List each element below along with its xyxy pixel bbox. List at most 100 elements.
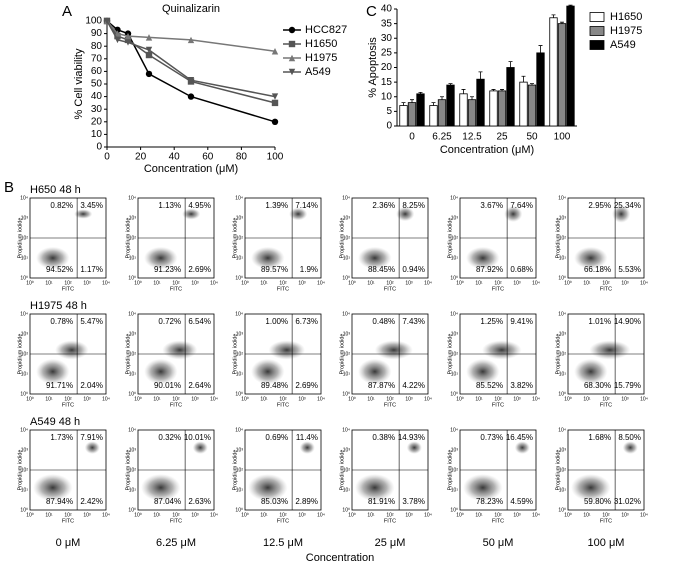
bar — [489, 90, 498, 127]
x-axis-label: Concentration — [306, 552, 375, 564]
x-axis-label: FITC — [62, 402, 74, 408]
x-tick-label: 10¹ — [260, 512, 268, 518]
marker — [271, 93, 279, 100]
y-tick-label: 10¹ — [559, 371, 567, 377]
y-tick-label: 10¹ — [343, 487, 351, 493]
quadrant-percent: 10.01% — [184, 433, 211, 442]
bar — [527, 84, 537, 127]
x-tick-label: 10¹ — [367, 512, 375, 518]
y-tick-label: 10³ — [236, 447, 244, 453]
y-tick-label: 10² — [559, 467, 567, 473]
y-tick-label: 10 — [91, 129, 103, 140]
x-tick-label: 10¹ — [260, 396, 268, 402]
x-tick-label: 10³ — [298, 396, 306, 402]
cell-cloud — [55, 340, 89, 360]
quadrant-percent: 2.69% — [188, 265, 211, 274]
x-tick-label: 10⁰ — [348, 396, 356, 402]
y-tick-label: 10¹ — [236, 371, 244, 377]
marker — [145, 70, 153, 78]
x-tick-label: 10⁴ — [317, 396, 325, 402]
y-axis-label: Propidium iodide — [232, 334, 238, 375]
x-tick-label: 40 — [169, 152, 181, 163]
cell-cloud — [504, 206, 523, 222]
x-tick-label: 10² — [172, 396, 180, 402]
x-tick-label: 60 — [202, 152, 214, 163]
y-tick-label: 10³ — [236, 215, 244, 221]
quadrant-percent: 87.87% — [368, 381, 395, 390]
y-tick-label: 30 — [381, 33, 393, 44]
quadrant-percent: 90.01% — [154, 381, 181, 390]
x-tick-label: 10⁴ — [640, 512, 648, 518]
quadrant-percent: 31.02% — [614, 497, 641, 506]
cell-cloud — [358, 246, 392, 270]
x-tick-label: 10² — [64, 396, 72, 402]
quadrant-percent: 8.50% — [618, 433, 641, 442]
y-tick-label: 10² — [343, 351, 351, 357]
quadrant-percent: 7.64% — [510, 201, 533, 210]
error-bar — [410, 99, 414, 103]
y-axis-label: Propidium iodide — [339, 334, 345, 375]
x-tick-label: 10⁰ — [564, 280, 572, 286]
x-tick-label: 10¹ — [475, 396, 483, 402]
y-tick-label: 10⁰ — [342, 507, 350, 513]
x-axis-label: FITC — [600, 402, 612, 408]
y-tick-label: 40 — [381, 4, 393, 15]
x-tick-label: 10³ — [191, 396, 199, 402]
chart-title: Quinalizarin — [162, 3, 220, 15]
cell-cloud — [396, 206, 415, 222]
y-tick-label: 10⁴ — [20, 195, 28, 201]
error-bar — [491, 89, 496, 91]
y-tick-label: 10² — [343, 467, 351, 473]
y-tick-label: 10² — [451, 351, 459, 357]
y-tick-label: 10⁴ — [558, 311, 566, 317]
cell-cloud — [571, 474, 611, 502]
quadrant-percent: 3.67% — [480, 201, 503, 210]
cell-cloud — [84, 441, 100, 454]
quadrant-percent: 91.71% — [46, 381, 73, 390]
error-bar — [418, 91, 423, 94]
quadrant-percent: 1.01% — [588, 317, 611, 326]
quadrant-percent: 0.78% — [50, 317, 73, 326]
y-tick-label: 10² — [129, 235, 137, 241]
x-tick-label: 10² — [386, 280, 394, 286]
y-tick-label: 10¹ — [451, 255, 459, 261]
x-tick-label: 80 — [236, 152, 248, 163]
y-tick-label: 10⁴ — [235, 311, 243, 317]
column-label: 100 μM — [588, 537, 625, 549]
bar — [407, 102, 417, 127]
cell-cloud — [482, 340, 522, 360]
y-tick-label: 10¹ — [129, 255, 137, 261]
y-tick-label: 20 — [91, 116, 103, 127]
y-axis-label: Propidium iodide — [339, 450, 345, 491]
x-axis-label: FITC — [492, 286, 504, 292]
quadrant-percent: 85.03% — [261, 497, 288, 506]
y-tick-label: 10⁴ — [342, 195, 350, 201]
x-tick-label: 10² — [494, 280, 502, 286]
y-tick-label: 10¹ — [129, 487, 137, 493]
quadrant-percent: 3.45% — [80, 201, 103, 210]
y-axis-label: Propidium iodide — [17, 334, 23, 375]
legend-label: A549 — [610, 39, 636, 51]
y-tick-label: 10² — [451, 235, 459, 241]
quadrant-percent: 3.78% — [402, 497, 425, 506]
y-tick-label: 10¹ — [343, 371, 351, 377]
x-tick-label: 10⁴ — [317, 512, 325, 518]
y-axis-label: Propidium iodide — [447, 450, 453, 491]
legend-swatch — [589, 12, 605, 22]
y-tick-label: 10³ — [21, 447, 29, 453]
x-tick-label: 10² — [602, 280, 610, 286]
y-tick-label: 10³ — [236, 331, 244, 337]
y-tick-label: 10¹ — [21, 255, 29, 261]
y-tick-label: 10² — [236, 467, 244, 473]
y-tick-label: 10⁴ — [558, 195, 566, 201]
row-title: A549 48 h — [30, 416, 80, 428]
error-bar — [521, 75, 526, 83]
x-tick-label: 10³ — [83, 280, 91, 286]
x-tick-label: 10³ — [298, 280, 306, 286]
x-tick-label: 12.5 — [462, 132, 482, 143]
y-tick-label: 10⁰ — [450, 275, 458, 281]
y-tick-label: 10³ — [343, 215, 351, 221]
